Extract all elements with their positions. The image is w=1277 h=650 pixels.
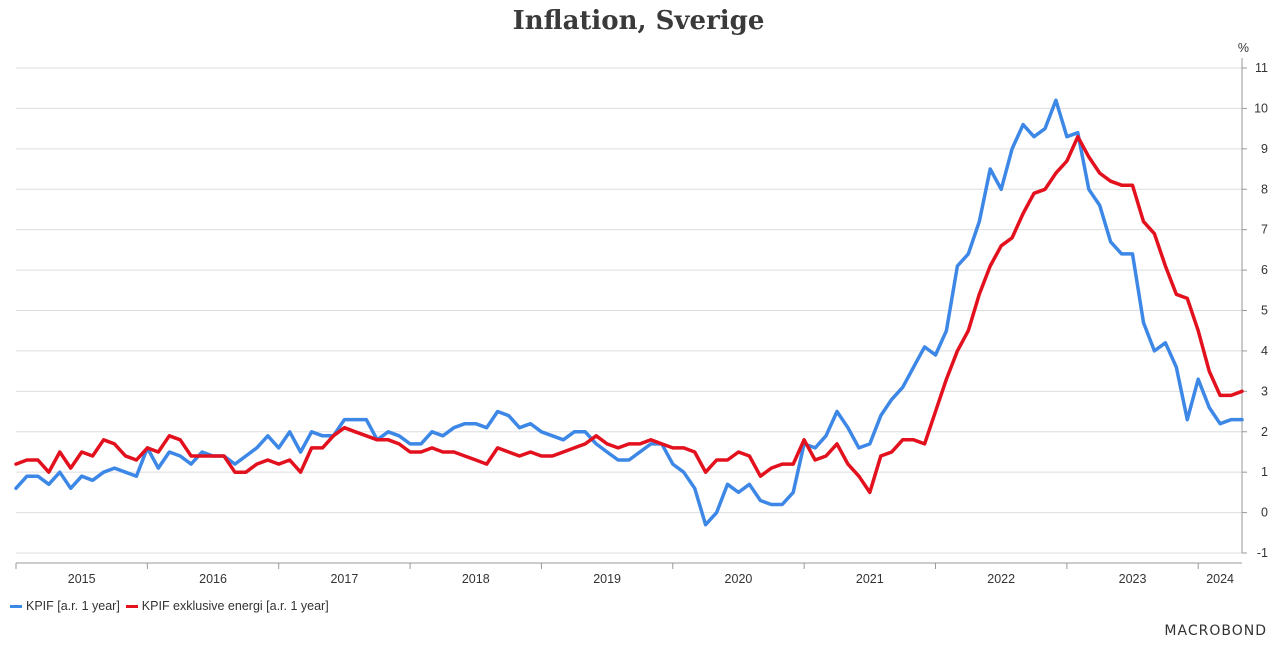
grid-lines <box>16 67 1242 554</box>
y-tick-label: -1 <box>1257 546 1268 560</box>
x-tick-label: 2018 <box>462 572 490 586</box>
legend-swatch-kpif <box>10 604 22 608</box>
y-tick-label: 4 <box>1261 344 1268 358</box>
y-tick-label: 3 <box>1261 384 1268 398</box>
legend: KPIF [a.r. 1 year] KPIF exklusive energi… <box>10 599 335 613</box>
y-tick-label: 8 <box>1261 182 1268 196</box>
y-tick-label: 6 <box>1261 263 1268 277</box>
x-tick-label: 2023 <box>1119 572 1147 586</box>
y-tick-label: 2 <box>1261 425 1268 439</box>
legend-swatch-kpif-ex <box>125 604 138 608</box>
series-line-kpif <box>14 98 1244 527</box>
x-tick-label: 2016 <box>199 572 227 586</box>
series-line-kpif-ex <box>14 134 1244 495</box>
x-tick-label: 2019 <box>593 572 621 586</box>
chart-title: Inflation, Sverige <box>512 6 765 36</box>
x-tick-label: 2022 <box>987 572 1015 586</box>
y-tick-label: 1 <box>1261 465 1268 479</box>
x-tick-label: 2017 <box>330 572 358 586</box>
axes: -1 0 1 2 3 4 5 6 7 8 9 10 11% 2015 2016 2017 2018 2019 202… <box>15 41 1268 586</box>
y-tick-label: 7 <box>1261 223 1268 237</box>
y-tick-label: 10 <box>1254 101 1268 115</box>
x-tick-label: 2024 <box>1206 572 1234 586</box>
series-lines <box>14 98 1244 527</box>
x-tick-label: 2020 <box>725 572 753 586</box>
y-tick-label: 0 <box>1261 506 1268 520</box>
y-tick-label: 5 <box>1261 304 1268 318</box>
legend-item-kpif-ex: KPIF exklusive energi [a.r. 1 year] <box>125 599 329 613</box>
legend-label-kpif-ex: KPIF exklusive energi [a.r. 1 year] <box>141 599 329 613</box>
y-tick-label: 9 <box>1261 142 1268 156</box>
x-tick-label: 2021 <box>856 572 884 586</box>
legend-item-kpif: KPIF [a.r. 1 year] <box>10 599 120 613</box>
y-tick-label: 11 <box>1255 61 1268 75</box>
legend-label-kpif: KPIF [a.r. 1 year] <box>26 599 120 613</box>
macrobond-logo: MACROBOND <box>1164 623 1267 639</box>
y-axis-unit: % <box>1238 41 1249 55</box>
x-tick-label: 2015 <box>68 572 96 586</box>
